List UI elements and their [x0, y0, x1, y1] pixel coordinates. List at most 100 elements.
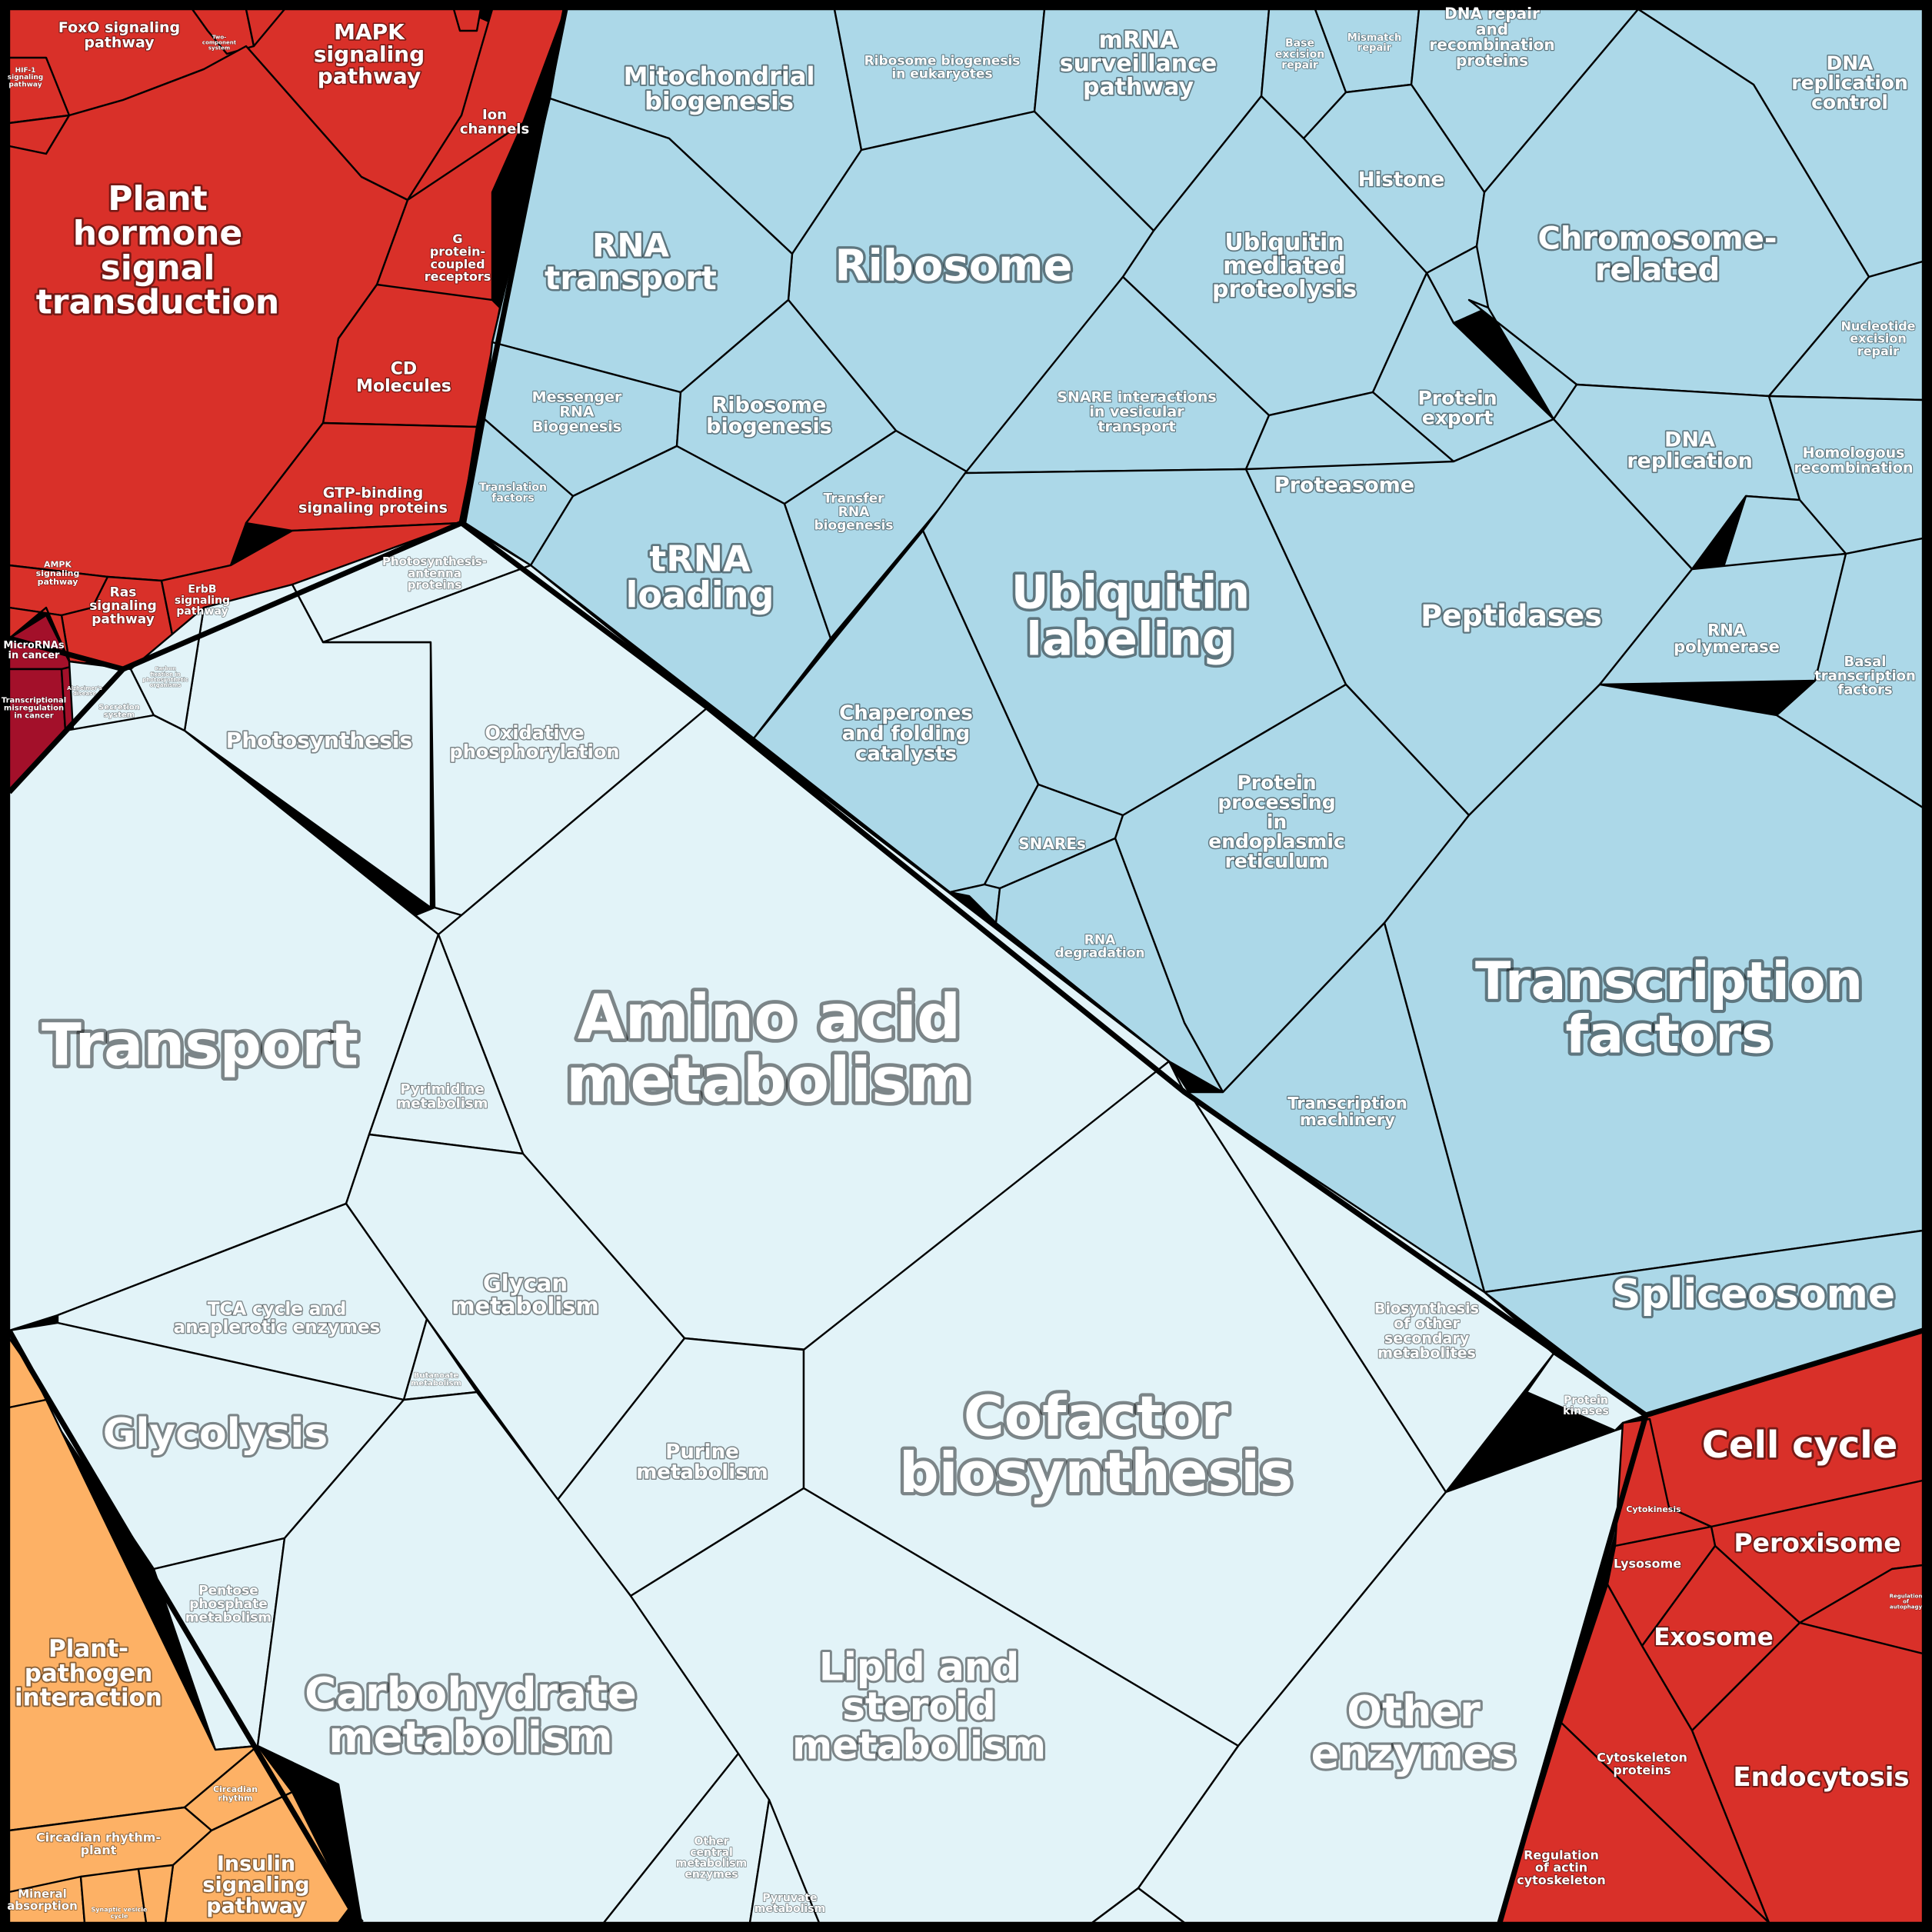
group-border-disease: [8, 635, 124, 672]
label-carbohydrate: Carbohydrate metabolism: [305, 1669, 637, 1763]
label-butanoate: Butanoate metabolism: [411, 1371, 461, 1387]
label-transcription-machinery: Transcription machinery: [1287, 1094, 1407, 1129]
label-pentose: Pentose phosphate metabolism: [185, 1584, 271, 1626]
label-histone: Histone: [1358, 168, 1445, 192]
label-circadian-rhythm: Circadian rhythm: [213, 1784, 258, 1803]
label-transcriptional-misreg: Transcriptional misregulation in cancer: [2, 696, 66, 720]
label-chromosome: Chromosome-related: [1538, 222, 1777, 288]
label-erbb: ErbB signaling pathway: [175, 584, 230, 618]
label-regulation-autophagy: Regulation of autophagy: [1890, 1593, 1923, 1610]
label-snares: SNAREs: [1018, 834, 1086, 853]
label-translation-factors: Translation factors: [479, 481, 547, 505]
label-synaptic: Synaptic vesicle cycle: [92, 1907, 148, 1920]
label-transport: Transport: [42, 1011, 358, 1079]
label-ribosome: Ribosome: [834, 242, 1072, 291]
label-spliceosome: Spliceosome: [1612, 1271, 1895, 1317]
label-mito-biogenesis: Mitochondrial biogenesis: [624, 62, 815, 116]
label-ribosome-biogenesis: Ribosome biogenesis: [706, 394, 832, 439]
label-mismatch: Mismatch repair: [1347, 32, 1402, 54]
label-ubiquitin-labeling: Ubiquitin labeling: [1011, 565, 1250, 666]
label-insulin: Insulin signaling pathway: [202, 1852, 309, 1918]
label-cd-molecules: CD Molecules: [356, 359, 451, 395]
cell-small-top-1[interactable]: [245, 8, 286, 48]
label-glycan: Glycan metabolism: [451, 1270, 598, 1319]
label-plant-hormone: Plant hormone signal transduction: [36, 179, 280, 322]
cell-pyruvate[interactable]: [748, 1798, 821, 1924]
label-transcription-factors: Transcription factors: [1475, 951, 1863, 1065]
label-pyruvate: Pyruvate metabolism: [754, 1892, 825, 1915]
label-protein-export: Protein export: [1417, 387, 1497, 429]
group-border-metabolism-right: [1497, 1414, 1649, 1924]
cell-small-top-2[interactable]: [452, 8, 482, 32]
label-transfer-rna: Transfer RNA biogenesis: [814, 491, 893, 534]
label-other-central: Other central metabolism enzymes: [676, 1835, 747, 1880]
label-proteasome: Proteasome: [1274, 473, 1414, 497]
group-border-genetic: [459, 521, 1924, 1418]
label-secretion: Secretion system: [98, 703, 140, 719]
label-protein-kinases: Protein kinases: [1563, 1394, 1609, 1417]
label-lipid: Lipid and steroid metabolism: [792, 1645, 1046, 1768]
label-tca: TCA cycle and anaplerotic enzymes: [174, 1299, 381, 1337]
label-peroxisome: Peroxisome: [1734, 1528, 1900, 1558]
cell-cytoskeleton[interactable]: [1560, 1583, 1770, 1924]
label-lysosome: Lysosome: [1614, 1557, 1681, 1571]
label-protein-processing: Protein processing in endoplasmic reticulum: [1208, 771, 1344, 872]
label-snare-interactions: SNARE interactions in vesicular transport: [1057, 388, 1216, 435]
cell-small-orange-2[interactable]: [137, 1864, 175, 1924]
label-ion-channels: Ion channels: [460, 107, 529, 137]
label-ras: Ras signaling pathway: [89, 585, 157, 628]
label-dna-repair: DNA repair and recombination proteins: [1429, 4, 1554, 69]
label-purine: Purine metabolism: [636, 1441, 768, 1484]
label-mapk: MAPK signaling pathway: [314, 19, 425, 88]
label-homologous: Homologous recombination: [1794, 445, 1913, 476]
label-ribo-bio-euk: Ribosome biogenesis in eukaryotes: [864, 53, 1021, 82]
label-regulation-actin: Regulation of actin cytoskeleton: [1517, 1847, 1606, 1887]
label-mineral: Mineral absorption: [7, 1887, 78, 1913]
label-ubiquitin-mediated: Ubiquitin mediated proteolysis: [1212, 229, 1357, 303]
group-border-signaling: [7, 8, 568, 794]
label-exosome: Exosome: [1654, 1624, 1774, 1651]
label-plant-pathogen: Plant-pathogen interaction: [15, 1635, 162, 1711]
label-trna-loading: tRNA loading: [626, 538, 774, 616]
label-basal-tf: Basal transcription factors: [1814, 654, 1916, 698]
labels: Plant hormone signal transduction MAPK signal…: [1, 3, 1923, 1920]
label-dna-replication-control: DNA replication control: [1791, 52, 1908, 113]
label-mrna-surveillance: mRNA surveillance pathway: [1060, 27, 1217, 101]
label-chaperones: Chaperones and folding catalysts: [839, 702, 973, 766]
label-ampk: AMPK signaling pathway: [36, 560, 80, 587]
label-nucleotide-excision: Nucleotide excision repair: [1840, 318, 1915, 358]
label-other-enzymes: Other enzymes: [1311, 1687, 1517, 1777]
label-peptidases: Peptidases: [1421, 598, 1602, 632]
label-gtp-binding: GTP-binding signaling proteins: [298, 485, 448, 516]
label-dna-replication: DNA replication: [1627, 428, 1753, 474]
group-border-organismal: [6, 1329, 364, 1925]
label-rna-transport: RNA transport: [545, 226, 717, 297]
cell-small-bl[interactable]: [8, 606, 71, 663]
cell-protein-phosphatases[interactable]: [1091, 1887, 1186, 1924]
label-mirna-cancer: MicroRNAs in cancer: [3, 640, 64, 661]
label-pyrimidine: Pyrimidine metabolism: [397, 1081, 488, 1111]
label-cytokinesis: Cytokinesis: [1626, 1504, 1681, 1514]
label-photosynthesis-antenna: Photosynthesis-antenna proteins: [382, 555, 487, 592]
label-oxidative: Oxidative phosphorylation: [450, 722, 620, 762]
label-foxo: FoxO signaling pathway: [58, 19, 180, 51]
label-endocytosis: Endocytosis: [1733, 1762, 1909, 1793]
label-messenger-rna: Messenger RNA Biogenesis: [532, 388, 622, 435]
label-biosynthesis-other: Biosynthesis of other secondary metabolites: [1374, 1301, 1479, 1362]
label-cell-cycle: Cell cycle: [1702, 1424, 1898, 1467]
label-glycolysis: Glycolysis: [103, 1411, 328, 1457]
label-hif1: HIF-1 signaling pathway: [8, 67, 43, 88]
label-base-excision: Base excision repair: [1275, 38, 1324, 72]
label-photosynthesis: Photosynthesis: [226, 728, 412, 753]
label-amino-acid: Amino acid metabolism: [566, 981, 972, 1116]
label-two-component: Two-component system: [202, 34, 237, 51]
label-circadian-plant: Circadian rhythm-plant: [36, 1830, 161, 1857]
label-alzheimers: Alzheimer's disease: [67, 685, 102, 697]
label-rna-polymerase: RNA polymerase: [1674, 621, 1780, 656]
label-rna-degradation: RNA degradation: [1054, 932, 1144, 961]
label-carbon-fixation: Carbon fixation in photosynthetic organisms: [142, 666, 188, 688]
